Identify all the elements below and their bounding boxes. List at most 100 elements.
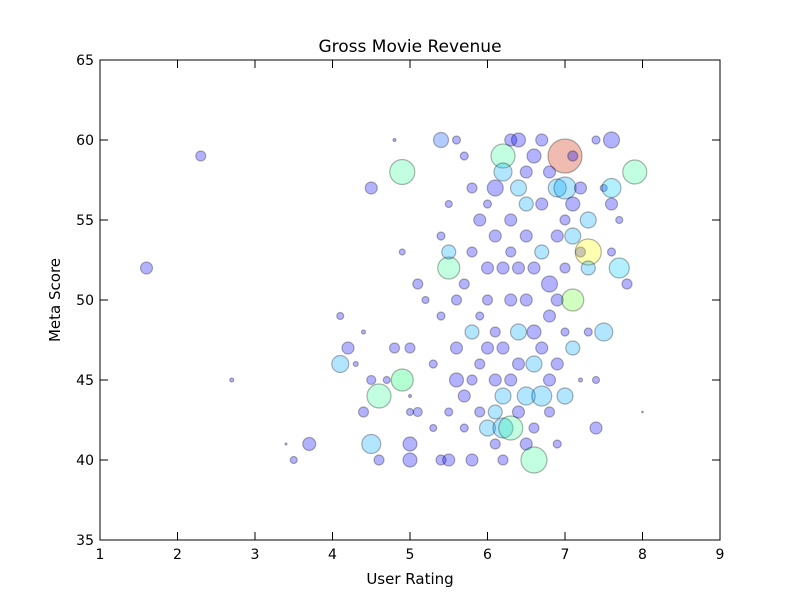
data-point — [526, 148, 542, 164]
data-point — [547, 138, 583, 174]
x-tick-label: 7 — [561, 547, 570, 563]
data-point — [535, 133, 549, 147]
data-point — [331, 354, 350, 374]
chart-title: Gross Movie Revenue — [318, 37, 501, 57]
bubble-layer — [139, 131, 648, 474]
data-point — [573, 181, 588, 195]
data-point — [437, 256, 461, 280]
data-point — [450, 294, 463, 306]
data-point — [564, 227, 582, 245]
data-point — [464, 324, 480, 340]
data-point — [519, 165, 533, 179]
data-point — [473, 213, 487, 227]
data-point — [509, 179, 528, 197]
data-point — [622, 159, 648, 185]
data-point — [451, 135, 462, 145]
data-point — [486, 179, 504, 197]
data-point — [606, 247, 617, 257]
x-tick-label: 8 — [638, 547, 647, 563]
data-point — [542, 165, 557, 179]
data-point — [559, 262, 571, 274]
x-tick-label: 4 — [328, 547, 337, 563]
data-point — [504, 213, 518, 227]
data-point — [526, 324, 542, 340]
data-point — [441, 244, 457, 260]
data-point — [289, 455, 298, 465]
data-point — [511, 357, 526, 371]
data-point — [229, 377, 235, 383]
data-point — [474, 406, 486, 418]
data-point — [336, 311, 345, 321]
x-tick-label: 5 — [406, 547, 415, 563]
data-point — [489, 438, 501, 450]
data-point — [550, 293, 564, 307]
data-point — [542, 373, 557, 387]
data-point — [382, 375, 391, 385]
data-point — [552, 439, 562, 449]
y-tick-label: 60 — [76, 133, 94, 149]
data-point — [528, 422, 540, 434]
data-point — [519, 437, 533, 451]
data-point — [518, 196, 534, 212]
data-point — [531, 385, 553, 407]
data-point — [398, 248, 406, 256]
data-point — [404, 342, 416, 354]
y-tick-label: 50 — [76, 293, 94, 309]
data-point — [510, 132, 527, 148]
data-point — [559, 214, 571, 226]
data-point — [449, 341, 464, 355]
data-point — [429, 423, 438, 433]
data-point — [436, 311, 446, 321]
data-point — [357, 406, 370, 418]
data-point — [509, 323, 528, 341]
data-point — [435, 454, 447, 466]
data-point — [542, 309, 557, 323]
data-point — [525, 355, 543, 373]
data-point — [390, 368, 414, 392]
data-point — [459, 423, 469, 433]
data-point — [565, 196, 581, 212]
data-point — [444, 199, 453, 209]
data-point — [504, 373, 518, 387]
data-point — [412, 406, 423, 418]
data-point — [421, 295, 430, 305]
data-point — [402, 452, 418, 468]
data-point — [366, 383, 392, 409]
data-point — [594, 322, 614, 342]
y-axis-label: Meta Score — [46, 258, 64, 342]
data-point — [492, 417, 514, 439]
data-point — [475, 311, 485, 321]
y-tick-label: 35 — [76, 533, 94, 549]
data-point — [604, 197, 619, 211]
data-point — [302, 436, 317, 452]
data-point — [407, 393, 413, 399]
data-point — [579, 211, 597, 229]
data-point — [448, 372, 465, 388]
data-point — [574, 246, 587, 258]
data-point — [519, 293, 533, 307]
data-point — [388, 342, 401, 354]
data-point — [527, 261, 541, 275]
data-point — [459, 151, 469, 161]
data-point — [535, 197, 549, 211]
data-point — [474, 358, 486, 370]
data-point — [373, 454, 385, 466]
data-point — [478, 419, 497, 437]
data-point — [490, 143, 516, 169]
y-tick-label: 65 — [76, 53, 94, 69]
data-point — [615, 215, 624, 225]
data-point — [405, 407, 415, 417]
data-point — [608, 257, 630, 279]
data-point — [480, 341, 495, 355]
data-point — [599, 183, 608, 193]
data-point — [547, 178, 567, 198]
data-point — [493, 162, 513, 182]
data-point — [561, 288, 585, 312]
data-point — [352, 360, 359, 368]
data-point — [553, 176, 577, 200]
data-point — [482, 199, 493, 209]
data-point — [565, 340, 581, 356]
data-point — [481, 294, 494, 306]
